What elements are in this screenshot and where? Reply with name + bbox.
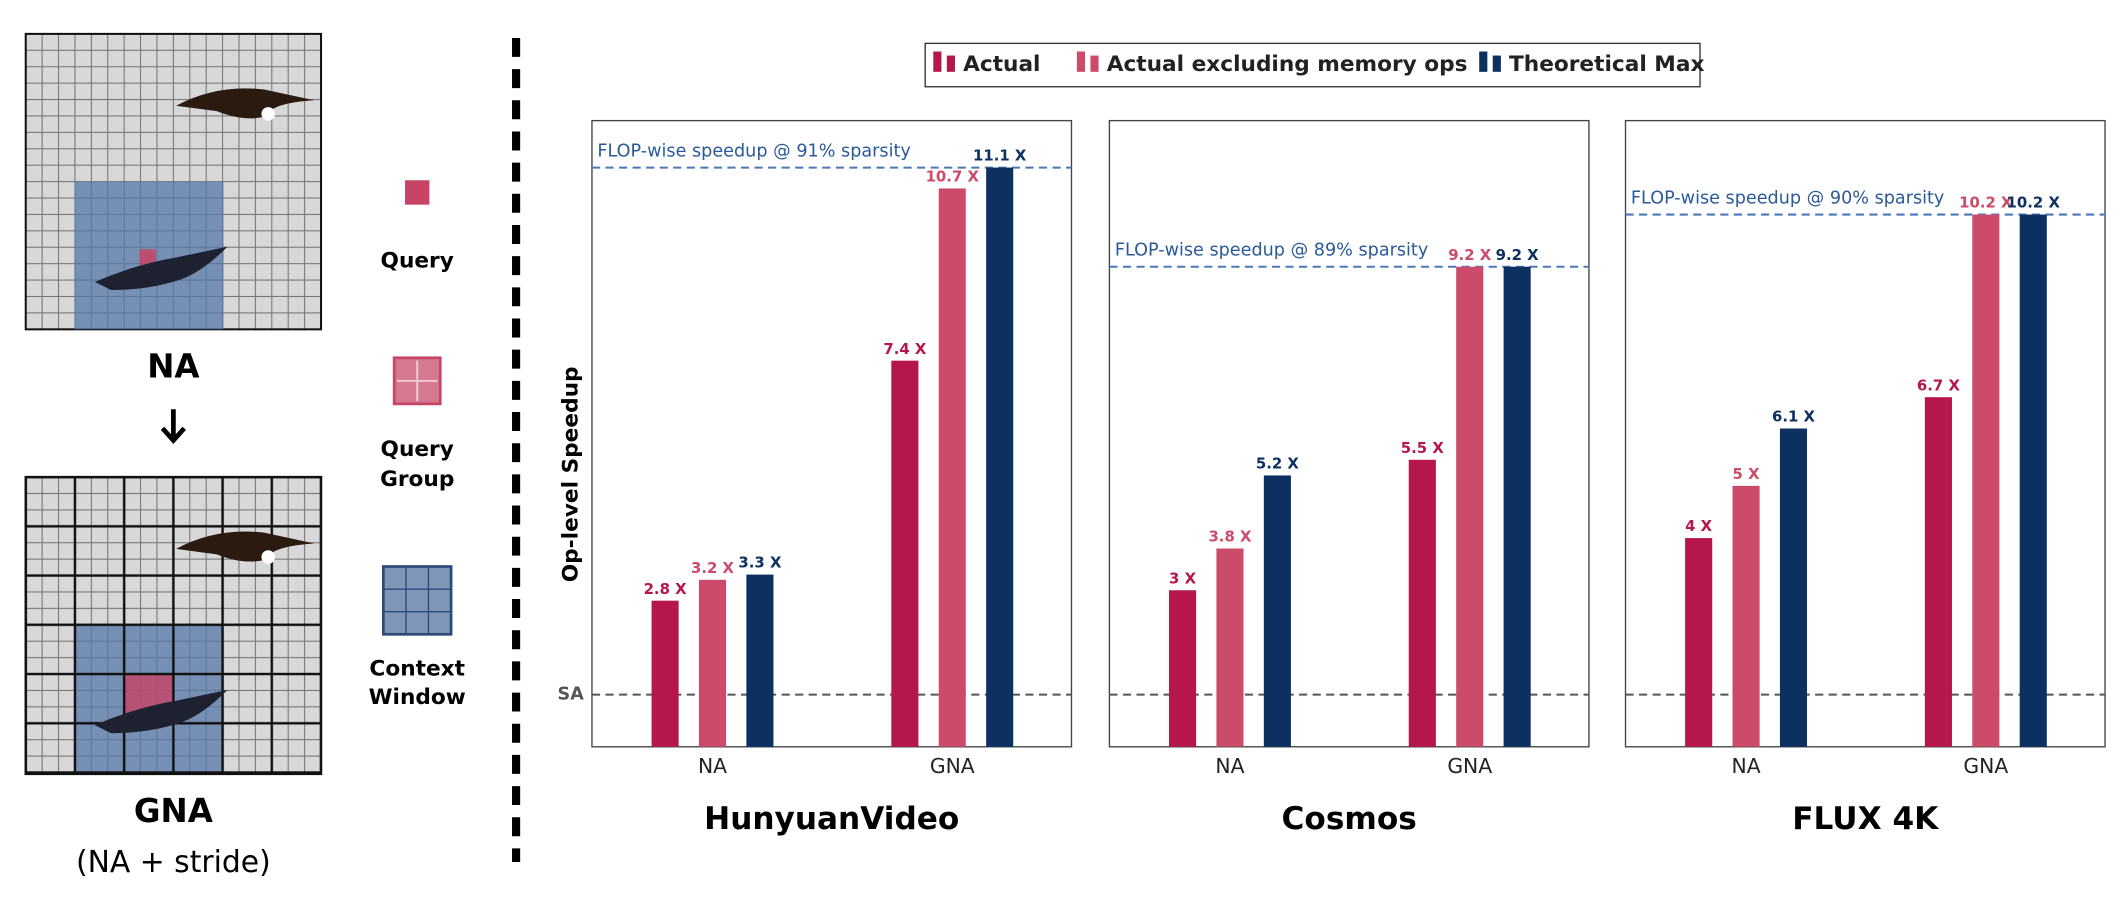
value-label: 2.8 X [644,580,688,598]
gna-label: GNA [134,792,213,830]
bar [1408,459,1436,747]
bar [2019,214,2047,747]
chart-title: Cosmos [1282,801,1417,837]
arrow [160,409,186,445]
value-label: 11.1 X [973,147,1027,165]
bar [1503,266,1531,747]
value-label: 5.2 X [1256,455,1300,473]
bar [1685,538,1713,747]
na-grid [24,32,323,331]
y-tick-label: SA [558,685,585,705]
query-icon [405,180,430,205]
value-label: 3.8 X [1208,528,1252,546]
bar [1263,475,1291,747]
context-window-icon [381,565,453,636]
bar [1456,266,1484,747]
na-label: NA [147,348,199,386]
bar [986,167,1014,747]
x-tick-label: NA [1732,754,1761,778]
gna-sublabel: (NA + stride) [76,845,271,880]
context-window-label: Window [369,685,466,710]
value-label: 10.2 X [1959,194,2013,212]
legend-swatch [1076,51,1086,72]
x-tick-label: GNA [1447,754,1492,778]
value-label: 3.2 X [691,559,735,577]
flop-label: FLOP-wise speedup @ 91% sparsity [597,141,910,161]
value-label: 6.7 X [1917,376,1961,394]
bar [1972,214,2000,747]
query-label: Query [381,249,454,274]
value-label: 3 X [1169,569,1197,587]
value-label: 4 X [1685,517,1713,535]
x-tick-label: GNA [1963,754,2008,778]
bar [746,574,774,747]
chart-title: HunyuanVideo [704,801,959,837]
plot-frame [1108,119,1590,748]
x-tick-label: NA [698,754,727,778]
bar [698,579,727,747]
legend-swatch [1090,55,1099,72]
chart-title: FLUX 4K [1792,801,1940,837]
bar [1732,485,1760,747]
legend-swatch [946,55,955,72]
gna-grid [24,475,323,776]
x-tick-label: NA [1215,754,1244,778]
value-label: 6.1 X [1772,408,1816,426]
bar [651,600,679,747]
legend-swatch [1492,55,1501,72]
bar [1779,428,1808,747]
plot-frame [1624,119,2106,748]
legend-swatch [1479,51,1488,72]
bar [1924,397,1952,747]
bar [1216,548,1244,747]
bar [1169,590,1197,747]
legend-label: Actual [963,52,1040,77]
value-label: 10.7 X [926,168,980,186]
query-group-icon [392,356,442,406]
query-group-label: Query [381,437,454,462]
y-axis-label: Op-level Speedup [559,366,584,582]
plot-frame [591,119,1073,748]
legend-swatch [933,51,942,72]
legend-label: Actual excluding memory ops [1107,52,1468,77]
bar [891,360,919,747]
x-tick-label: GNA [930,754,975,778]
value-label: 9.2 X [1448,246,1492,264]
bar [938,188,966,747]
value-label: 7.4 X [883,340,927,358]
value-label: 9.2 X [1496,246,1540,264]
value-label: 5.5 X [1401,439,1445,457]
flop-label: FLOP-wise speedup @ 89% sparsity [1115,240,1428,260]
flop-label: FLOP-wise speedup @ 90% sparsity [1631,188,1944,208]
legend-label: Theoretical Max [1509,52,1704,77]
query-group-label: Group [380,467,454,492]
legend-box [924,42,1701,88]
context-window-label: Context [369,657,465,682]
value-label: 3.3 X [738,554,782,572]
value-label: 10.2 X [2007,194,2061,212]
value-label: 5 X [1733,465,1761,483]
